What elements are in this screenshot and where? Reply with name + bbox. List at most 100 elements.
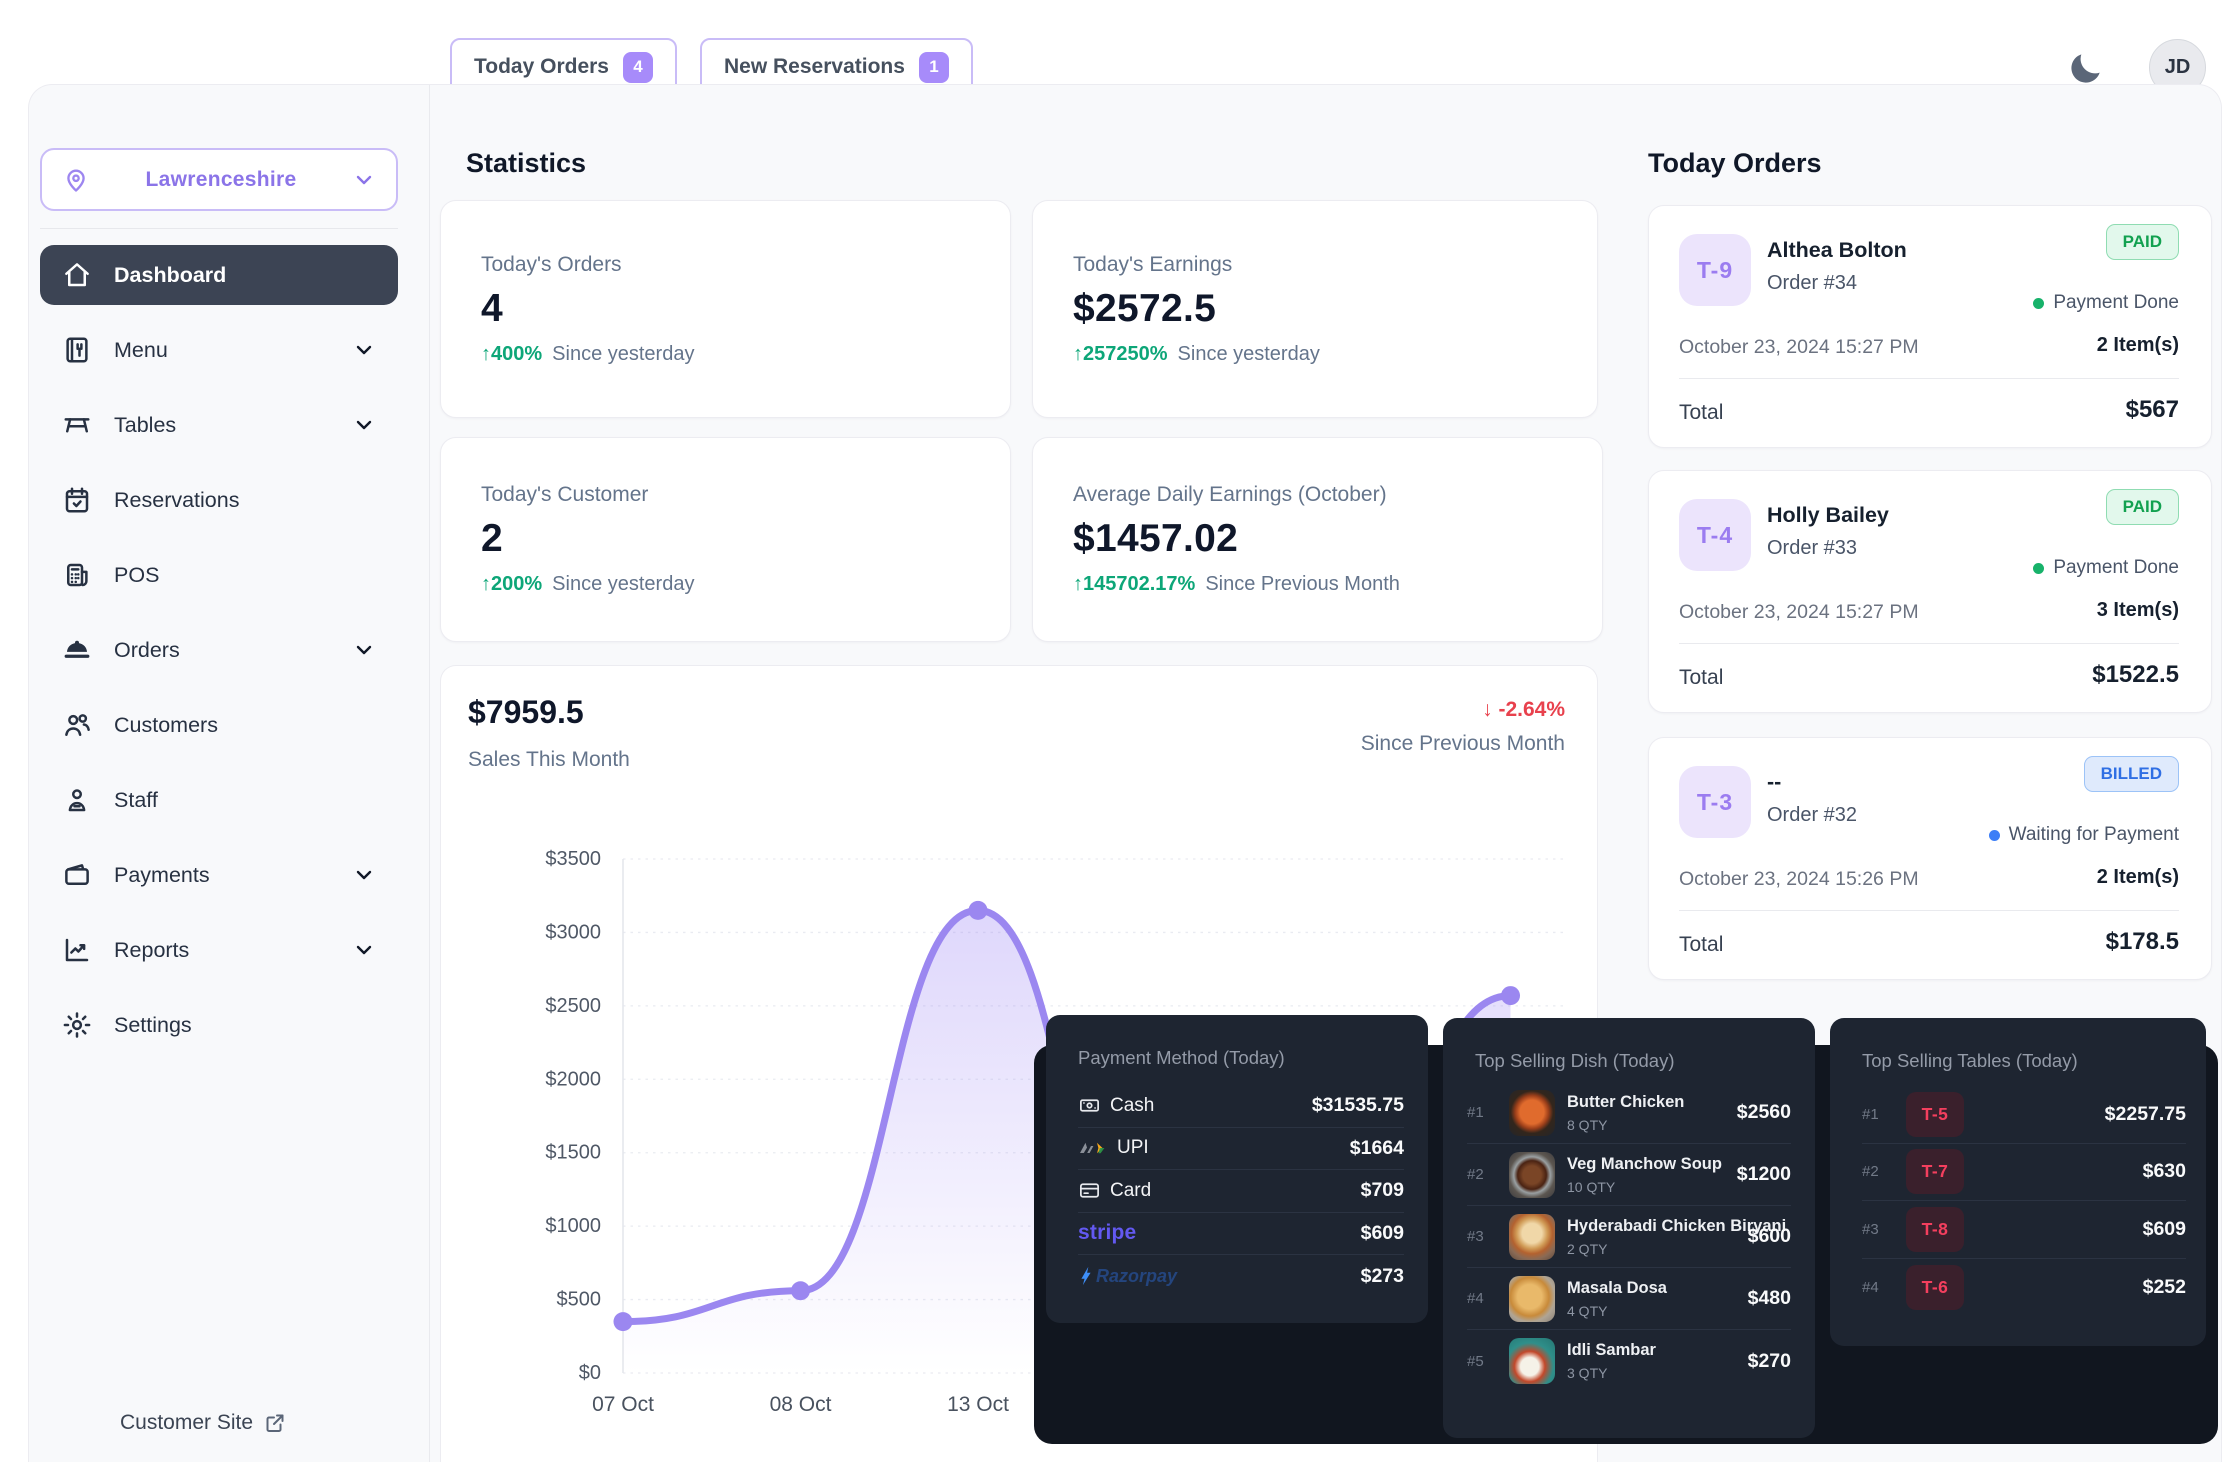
sidebar-item-dashboard[interactable]: Dashboard <box>40 245 398 305</box>
chevron-down-icon <box>356 345 372 355</box>
table-rank: #1 <box>1862 1105 1879 1123</box>
table-row-t-5: #1 T-5 $2257.75 <box>1862 1086 2186 1144</box>
sidebar-item-label: Staff <box>114 787 158 812</box>
stat-card-title: Today's Earnings <box>1073 252 1233 276</box>
sidebar-item-label: Reservations <box>114 487 240 512</box>
sidebar-item-label: Reports <box>114 937 190 962</box>
y-axis-tick: $0 <box>579 1362 601 1384</box>
stat-card-delta: ↑145702.17% <box>1073 573 1196 595</box>
table-badge: T-4 <box>1679 499 1751 571</box>
order-number: Order #34 <box>1767 272 1858 294</box>
payment-method-row-upi: UPI $1664 <box>1078 1128 1404 1170</box>
table-id-badge: T-5 <box>1906 1091 1964 1137</box>
table-badge: T-9 <box>1679 234 1751 306</box>
stat-card-period: Since Previous Month <box>1205 573 1400 595</box>
external-link-icon <box>266 1414 284 1432</box>
table-value: $630 <box>2142 1160 2186 1183</box>
payment-method-label: UPI <box>1078 1137 1350 1159</box>
order-card-divider <box>1679 910 2179 911</box>
y-axis-tick: $500 <box>557 1289 602 1311</box>
total-label: Total <box>1679 933 1724 956</box>
dish-name: Veg Manchow Soup <box>1567 1154 1722 1173</box>
location-selector[interactable]: Lawrenceshire <box>40 148 398 211</box>
order-card-order-32[interactable]: T-3 -- Order #32 BILLED Waiting for Payment O… <box>1648 737 2212 980</box>
stat-card-value: 4 <box>481 286 503 330</box>
order-card-order-34[interactable]: T-9 Althea Bolton Order #34 PAID Payment Don… <box>1648 205 2212 448</box>
sidebar-item-settings[interactable]: Settings <box>40 995 398 1055</box>
sidebar-item-staff[interactable]: Staff <box>40 770 398 830</box>
dish-rank: #4 <box>1467 1290 1484 1307</box>
table-id-badge: T-7 <box>1906 1149 1964 1195</box>
dish-qty: 8 QTY <box>1567 1116 1608 1133</box>
chart-data-point <box>613 1312 633 1332</box>
razorpay-slash-icon <box>1081 1267 1091 1286</box>
dish-value: $1200 <box>1736 1163 1791 1185</box>
sidebar-item-reports[interactable]: Reports <box>40 920 398 980</box>
dish-row-hyderabadi-chicken-biryani: #3 Hyderabadi Chicken Biryani 2 QTY $600 <box>1467 1206 1791 1268</box>
menu-book-icon <box>66 337 88 363</box>
table-rank: #3 <box>1862 1220 1879 1238</box>
sidebar-item-orders[interactable]: Orders <box>40 620 398 680</box>
location-name: Lawrenceshire <box>145 167 297 191</box>
stat-card-value: $2572.5 <box>1073 286 1217 330</box>
today-orders-button-label: Today Orders <box>474 55 609 78</box>
order-items-count: 2 Item(s) <box>2096 334 2179 356</box>
payment-method-value: $273 <box>1360 1264 1404 1287</box>
sidebar-item-pos[interactable]: POS <box>40 545 398 605</box>
stat-card-delta: ↑257250% <box>1073 342 1168 365</box>
dish-row-veg-manchow-soup: #2 Veg Manchow Soup 10 QTY $1200 <box>1467 1144 1791 1206</box>
order-items-count: 3 Item(s) <box>2096 599 2179 621</box>
dish-value: $600 <box>1747 1225 1791 1247</box>
sidebar-item-customers[interactable]: Customers <box>40 695 398 755</box>
sidebar-item-tables[interactable]: Tables <box>40 395 398 455</box>
order-items-count: 2 Item(s) <box>2096 866 2179 888</box>
dish-rank: #2 <box>1467 1166 1484 1183</box>
table-row-t-7: #2 T-7 $630 <box>1862 1144 2186 1201</box>
chevron-down-icon <box>356 175 372 184</box>
x-axis-tick: 08 Oct <box>770 1393 832 1416</box>
y-axis-tick: $1000 <box>545 1215 601 1237</box>
sales-delta-period: Since Previous Month <box>1360 732 1565 755</box>
sidebar-item-payments[interactable]: Payments <box>40 845 398 905</box>
chart-data-point <box>1501 986 1520 1006</box>
payment-method-rows: Cash $31535.75 UPI $1664 Card $709 stripe $609 R… <box>1078 1085 1404 1298</box>
table-rank: #2 <box>1862 1163 1879 1181</box>
top-selling-dish-title: Top Selling Dish (Today) <box>1475 1050 1675 1071</box>
table-icon <box>64 418 90 433</box>
dish-name: Masala Dosa <box>1567 1278 1667 1297</box>
dish-value: $270 <box>1747 1349 1791 1372</box>
table-id-badge: T-6 <box>1906 1264 1964 1310</box>
status-dot <box>2033 562 2045 574</box>
sidebar-item-label: POS <box>114 562 160 587</box>
sidebar-item-label: Settings <box>114 1012 192 1037</box>
pos-terminal-icon <box>67 563 88 587</box>
sidebar-item-menu[interactable]: Menu <box>40 320 398 380</box>
cash-icon <box>1080 1099 1099 1112</box>
today-orders-title: Today Orders <box>1648 148 1822 178</box>
dish-name: Idli Sambar <box>1567 1341 1656 1359</box>
chevron-down-icon <box>356 945 372 955</box>
stat-card-today-s-orders: Today's Orders 4 ↑400% Since yesterday <box>440 200 1011 418</box>
stat-card-period: Since yesterday <box>552 342 695 365</box>
x-axis-tick: 07 Oct <box>592 1393 654 1416</box>
cloche-icon <box>64 640 90 658</box>
order-number: Order #33 <box>1767 537 1858 559</box>
dark-mode-toggle[interactable] <box>2066 48 2106 88</box>
payment-method-panel: Payment Method (Today) Cash $31535.75 UPI $… <box>1046 1015 1428 1323</box>
customer-site-link[interactable]: Customer Site <box>120 1411 287 1435</box>
dish-photo <box>1509 1338 1555 1384</box>
y-axis-tick: $2500 <box>545 995 601 1017</box>
report-chart-icon <box>65 938 89 962</box>
sidebar-item-reservations[interactable]: Reservations <box>40 470 398 530</box>
today-orders-count-badge: 4 <box>622 51 653 83</box>
chevron-down-icon <box>356 645 372 655</box>
table-value: $252 <box>2142 1275 2186 1298</box>
order-card-order-33[interactable]: T-4 Holly Bailey Order #33 PAID Payment Done… <box>1648 470 2212 713</box>
dish-photo <box>1509 1151 1555 1198</box>
y-axis-tick: $3000 <box>545 921 601 943</box>
payment-method-value: $709 <box>1360 1179 1404 1202</box>
dish-row-idli-sambar: #5 Idli Sambar 3 QTY $270 <box>1467 1330 1791 1392</box>
y-axis-tick: $3500 <box>545 848 601 870</box>
sidebar-item-label: Tables <box>114 412 177 437</box>
sales-delta: ↓ -2.64% <box>1482 698 1565 721</box>
